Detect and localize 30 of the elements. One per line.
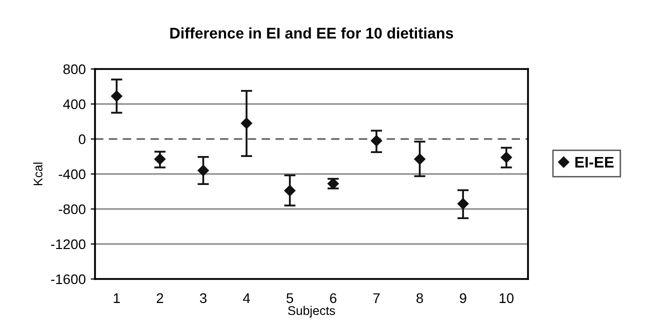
y-tick-label: -800	[58, 204, 86, 214]
x-axis-title: Subjects	[288, 306, 336, 318]
point	[500, 152, 512, 163]
x-tick-label: 2	[156, 293, 164, 303]
point	[240, 118, 252, 129]
chart-title: Difference in EI and EE for 10 dietitians	[170, 27, 454, 39]
x-tick-label: 3	[200, 293, 206, 304]
x-tick-label: 9	[460, 293, 466, 304]
y-tick-label: -1600	[51, 274, 86, 284]
y-tick-label: -1200	[51, 239, 86, 250]
x-tick-label: 7	[373, 293, 380, 303]
legend-label: EI-EE	[575, 156, 614, 168]
point	[111, 90, 122, 102]
y-tick-label: -400	[58, 169, 86, 180]
x-tick-label: 4	[243, 293, 250, 303]
x-tick-label: 8	[416, 293, 424, 304]
point	[154, 154, 166, 165]
x-tick-label: 6	[330, 293, 336, 304]
y-tick-label: 800	[63, 64, 86, 74]
point	[414, 154, 426, 165]
x-tick-label: 1	[114, 293, 120, 303]
x-tick-label: 10	[500, 293, 514, 304]
y-tick-label: 0	[78, 134, 86, 144]
x-tick-label: 5	[286, 293, 294, 304]
y-axis-title: Kcal	[33, 162, 42, 186]
y-tick-label: 400	[63, 99, 86, 110]
point	[370, 135, 382, 146]
point	[198, 164, 209, 176]
point	[284, 185, 296, 196]
point	[457, 198, 469, 210]
